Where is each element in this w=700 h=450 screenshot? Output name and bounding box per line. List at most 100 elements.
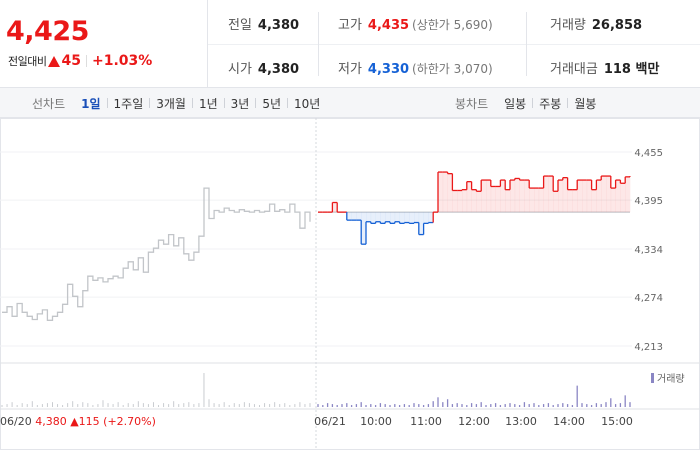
change-amount: 45: [61, 53, 81, 69]
price-area-fill: [438, 172, 444, 213]
price-area-fill: [606, 176, 612, 213]
stat-low: 저가 4,330 (하한가 3,070): [338, 58, 493, 77]
price-area-fill: [514, 178, 520, 213]
price-area-fill: [601, 176, 607, 213]
stats-col-divider: [318, 12, 319, 76]
tab-divider: [191, 98, 193, 108]
price-area-fill: [505, 189, 511, 213]
tab-line-period-0[interactable]: 1일: [81, 96, 101, 111]
stat-value: 4,380: [257, 18, 300, 33]
price-area-fill: [538, 188, 544, 213]
current-price-box: 4,425 전일대비 45 +1.03%: [0, 0, 208, 88]
price-area-fill: [524, 180, 530, 213]
price-area-fill: [370, 212, 376, 224]
stat-label: 거래대금: [550, 62, 598, 77]
price-area-fill: [553, 191, 559, 213]
stat-label: 고가: [338, 18, 362, 33]
tab-line-period-1[interactable]: 1주일: [113, 96, 144, 111]
candle-chart-tabs: 봉차트 일봉 주봉 월봉: [455, 88, 602, 118]
price-area-fill: [620, 183, 626, 213]
stats-row-divider: [208, 44, 700, 45]
price-area-fill: [346, 212, 352, 221]
x-tick-label: 12:00: [458, 415, 490, 428]
price-area-fill: [486, 180, 492, 213]
price-area-fill: [586, 180, 592, 213]
stat-high: 고가 4,435 (상한가 5,690): [338, 14, 493, 33]
price-area-fill: [385, 212, 391, 222]
y-tick-label: 4,455: [634, 148, 663, 159]
price-area-fill: [428, 212, 434, 223]
chart-tab-bar: 선차트 1일 1주일 3개월 1년 3년 5년 10년 봉차트 일봉 주봉 월봉: [0, 88, 700, 118]
candle-chart-title: 봉차트: [455, 96, 489, 111]
line-chart-title: 선차트: [32, 96, 66, 111]
upper-limit: (상한가 5,690): [412, 18, 493, 32]
tab-line-period-2[interactable]: 3개월: [156, 96, 186, 111]
tab-line-period-5[interactable]: 5년: [262, 96, 282, 111]
tab-divider: [106, 98, 108, 108]
price-area-fill: [510, 180, 516, 213]
price-header: 4,425 전일대비 45 +1.03% 전일 4,380 고가 4,435 (상한가 5…: [0, 0, 700, 88]
stat-amount: 거래대금 118 백만: [550, 58, 659, 77]
price-area-fill: [625, 176, 631, 213]
previous-day-summary: 06/20 4,380 ▲115 (+2.70%): [0, 415, 156, 428]
price-area-fill: [447, 173, 453, 213]
volume-legend-label: 거래량: [657, 373, 685, 385]
price-area-fill: [366, 212, 372, 222]
up-triangle-icon: [48, 55, 61, 67]
x-tick-label: 14:00: [553, 415, 585, 428]
price-area-fill: [534, 188, 540, 213]
tab-divider: [223, 98, 225, 108]
price-area-fill: [452, 190, 458, 213]
price-area-fill: [409, 212, 415, 224]
stat-label: 거래량: [550, 18, 586, 33]
chart-frame: [0, 118, 700, 450]
y-tick-label: 4,213: [634, 342, 663, 353]
x-tick-label: 13:00: [505, 415, 537, 428]
tab-line-period-3[interactable]: 1년: [198, 96, 218, 111]
price-area-fill: [591, 189, 597, 213]
divider: [85, 55, 87, 67]
price-area-fill: [418, 212, 424, 235]
change-percent: +1.03%: [91, 53, 153, 69]
price-area-fill: [529, 188, 535, 213]
previous-day-line: [2, 187, 311, 321]
tab-candle-period-0[interactable]: 일봉: [504, 96, 527, 111]
price-area-fill: [562, 177, 568, 213]
y-tick-label: 4,274: [634, 293, 663, 304]
price-area-fill: [399, 212, 405, 224]
stat-label: 전일: [228, 18, 252, 33]
stat-prev-close: 전일 4,380: [228, 14, 299, 33]
tab-divider: [532, 98, 534, 108]
intraday-chart: 4,455 4,395 4,334 4,274 4,213 거래량 06/21 10:00 11…: [0, 118, 700, 450]
price-area-fill: [495, 186, 501, 213]
change-label: 전일대비: [8, 55, 47, 68]
tab-divider: [255, 98, 257, 108]
stat-open: 시가 4,380: [228, 58, 299, 77]
price-area-fill: [404, 212, 410, 223]
stat-label: 시가: [228, 62, 252, 77]
price-area-fill: [558, 180, 564, 213]
price-area-fill: [375, 212, 381, 222]
tab-divider: [287, 98, 289, 108]
line-chart-tabs: 선차트 1일 1주일 3개월 1년 3년 5년 10년: [32, 88, 326, 118]
price-area-fill: [596, 180, 602, 213]
tab-candle-period-2[interactable]: 월봉: [574, 96, 597, 111]
price-area-fill: [490, 186, 496, 213]
price-area-fill: [462, 189, 468, 213]
change-row: 전일대비 45 +1.03%: [8, 53, 152, 69]
quote-stats: 전일 4,380 고가 4,435 (상한가 5,690) 거래량 26,858 시가 4…: [208, 0, 700, 88]
stat-value: 4,380: [257, 62, 300, 77]
price-area-fill: [380, 212, 386, 224]
price-area-fill: [351, 212, 357, 221]
volume-legend-swatch: [651, 373, 654, 383]
tab-line-period-4[interactable]: 3년: [230, 96, 250, 111]
price-area-fill: [548, 176, 554, 213]
tab-candle-period-1[interactable]: 주봉: [539, 96, 562, 111]
price-area-fill: [519, 180, 525, 213]
price-area-fill: [572, 189, 578, 213]
price-area-fill: [423, 212, 429, 224]
x-tick-label: 15:00: [601, 415, 633, 428]
stat-value: 4,435: [367, 18, 410, 33]
price-area-fill: [361, 212, 367, 245]
tab-line-period-6[interactable]: 10년: [294, 96, 321, 111]
